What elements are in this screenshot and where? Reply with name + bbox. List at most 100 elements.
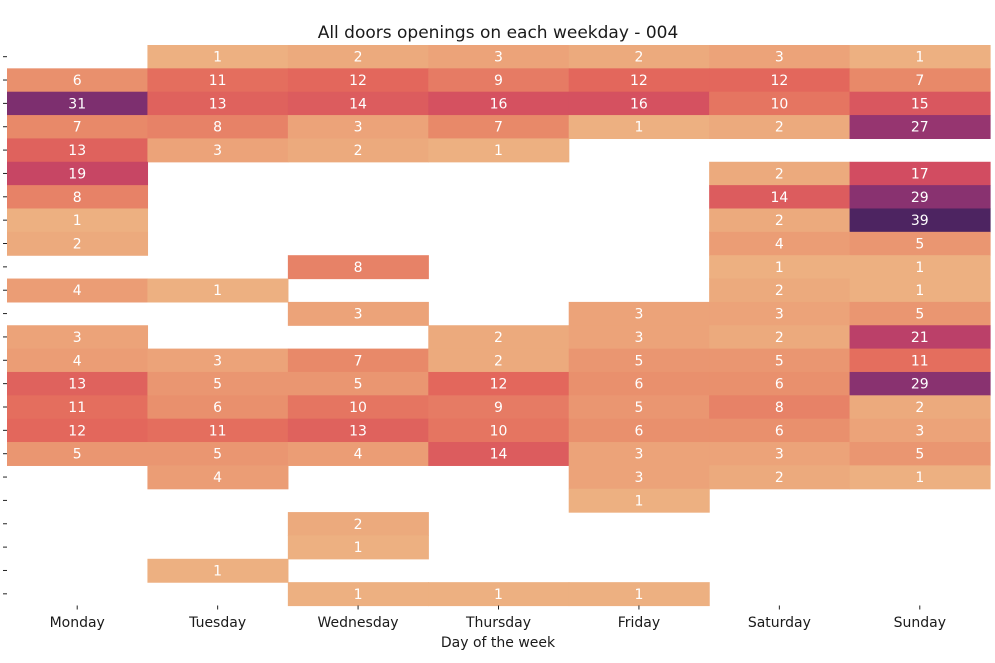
cell-value-label: 7	[915, 73, 924, 89]
heatmap-cell	[709, 442, 851, 466]
heatmap-cell	[849, 208, 991, 233]
heatmap-cell	[287, 512, 429, 537]
cell-value-label: 3	[73, 330, 82, 346]
heatmap-cell	[568, 348, 710, 373]
heatmap-cell	[7, 278, 149, 303]
heatmap-cell	[568, 325, 710, 350]
heatmap-cell	[7, 208, 149, 233]
heatmap-cell	[849, 255, 991, 280]
cell-value-label: 1	[634, 587, 643, 603]
x-tick-label: Thursday	[465, 615, 531, 631]
cell-value-label: 2	[354, 517, 363, 533]
heatmap-cell	[7, 231, 149, 256]
cell-value-label: 2	[634, 50, 643, 66]
cell-value-label: 4	[73, 283, 82, 299]
cell-value-label: 7	[354, 353, 363, 369]
cell-value-label: 10	[490, 423, 508, 439]
cell-value-label: 7	[494, 120, 503, 136]
heatmap-cell	[709, 185, 851, 210]
heatmap-cell	[568, 68, 710, 93]
cell-value-label: 10	[770, 96, 788, 112]
cell-value-label: 11	[209, 423, 227, 439]
cell-value-label: 5	[213, 447, 222, 463]
cell-value-label: 3	[634, 330, 643, 346]
cell-value-label: 1	[634, 120, 643, 136]
x-tick-label: Sunday	[894, 615, 946, 631]
cell-value-label: 1	[213, 283, 222, 299]
heatmap-cell	[849, 45, 991, 69]
heatmap-cell	[709, 325, 851, 350]
heatmap-cell	[568, 465, 710, 490]
cell-value-label: 3	[213, 353, 222, 369]
heatmap-cell	[7, 395, 149, 420]
heatmap-cell	[709, 301, 851, 326]
cell-value-label: 11	[68, 400, 86, 416]
cell-value-label: 11	[911, 353, 929, 369]
cell-value-label: 6	[775, 377, 784, 393]
x-tick-label: Monday	[50, 615, 105, 631]
heatmap-cell	[709, 278, 851, 303]
cell-value-label: 4	[73, 353, 82, 369]
heatmap-cell	[287, 395, 429, 420]
heatmap-cell	[849, 371, 991, 396]
heatmap-cell	[568, 371, 710, 396]
heatmap-cell	[287, 45, 429, 69]
cell-value-label: 3	[775, 307, 784, 323]
heatmap-cell	[849, 325, 991, 350]
cell-value-label: 3	[775, 50, 784, 66]
cell-value-label: 1	[213, 50, 222, 66]
heatmap-cell	[849, 68, 991, 93]
heatmap-cell	[147, 395, 289, 420]
heatmap-cell	[147, 115, 289, 140]
cell-value-label: 2	[775, 283, 784, 299]
cell-value-label: 5	[634, 353, 643, 369]
cell-value-label: 9	[494, 400, 503, 416]
heatmap-cell	[147, 68, 289, 93]
cell-value-label: 2	[354, 143, 363, 159]
cell-value-label: 1	[634, 493, 643, 509]
heatmap-cell	[7, 115, 149, 140]
cell-value-label: 1	[915, 470, 924, 486]
heatmap-cell	[568, 488, 710, 513]
cell-value-label: 2	[354, 50, 363, 66]
heatmap-cell	[287, 68, 429, 93]
cell-value-label: 3	[915, 423, 924, 439]
heatmap-cell	[568, 582, 710, 607]
cell-value-label: 5	[213, 377, 222, 393]
cell-value-label: 2	[915, 400, 924, 416]
heatmap-cell	[849, 231, 991, 256]
cell-value-label: 31	[68, 96, 86, 112]
heatmap-cell	[849, 185, 991, 210]
heatmap-cell	[709, 348, 851, 373]
cell-value-label: 10	[349, 400, 367, 416]
cell-value-label: 12	[68, 423, 86, 439]
heatmap-cell	[287, 115, 429, 140]
cell-value-label: 11	[209, 73, 227, 89]
heatmap-cell	[709, 68, 851, 93]
cell-value-label: 27	[911, 120, 929, 136]
cell-value-label: 8	[354, 260, 363, 276]
heatmap-cell	[287, 91, 429, 116]
cell-value-label: 13	[68, 143, 86, 159]
heatmap-cell	[568, 91, 710, 116]
cell-value-label: 3	[494, 50, 503, 66]
heatmap-cell	[428, 91, 570, 116]
heatmap-cell	[287, 301, 429, 326]
heatmap-cell	[428, 115, 570, 140]
heatmap-cell	[287, 255, 429, 280]
cell-value-label: 13	[68, 377, 86, 393]
heatmap-cell	[147, 558, 289, 583]
heatmap-cell	[147, 371, 289, 396]
cell-value-label: 5	[634, 400, 643, 416]
heatmap-cell	[7, 185, 149, 210]
cell-value-label: 5	[915, 447, 924, 463]
cell-value-label: 1	[494, 587, 503, 603]
heatmap-cell	[7, 418, 149, 443]
x-axis-ticks: Monday Tuesday Wednesday Thursday Friday Satu…	[50, 605, 946, 631]
cell-value-label: 1	[354, 540, 363, 556]
cell-value-label: 4	[213, 470, 222, 486]
heatmap-cell	[709, 231, 851, 256]
heatmap-cell	[849, 301, 991, 326]
heatmap-cell	[7, 348, 149, 373]
